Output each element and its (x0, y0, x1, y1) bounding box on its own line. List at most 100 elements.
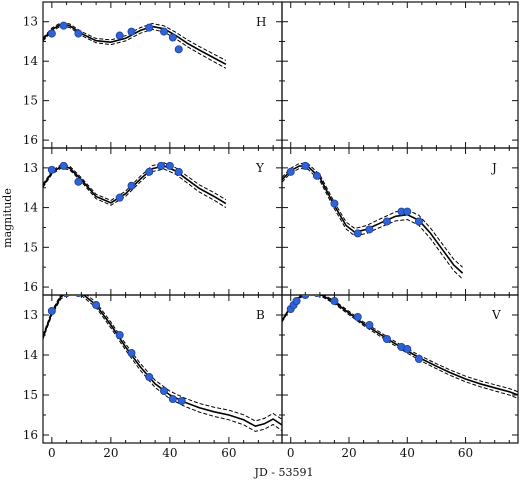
y-tick-label: 15 (23, 240, 38, 254)
data-point (313, 295, 321, 297)
model-band-lower (43, 295, 282, 432)
panel-H: 13 14 15 16 H (23, 1, 283, 149)
plot-area (282, 295, 518, 399)
plot-area (43, 21, 227, 69)
data-point (47, 165, 56, 174)
y-tick-label: 16 (23, 428, 38, 442)
data-point (353, 229, 362, 238)
model-band-lower (282, 295, 518, 399)
panel-label: J (490, 161, 497, 175)
x-axis-label: JD - 53591 (254, 466, 314, 479)
data-point (145, 23, 154, 32)
panel-label: V (491, 308, 501, 322)
data-point (74, 177, 83, 186)
data-point (292, 296, 301, 305)
data-point (174, 167, 183, 176)
y-tick-label: 16 (23, 133, 38, 147)
data-point (115, 330, 124, 339)
x-tick-label: 20 (103, 446, 118, 460)
y-tick-label: 13 (23, 308, 38, 322)
panel-frame (281, 1, 519, 149)
model-curve (282, 295, 518, 396)
panel-label: H (256, 15, 266, 29)
data-point (159, 386, 168, 395)
model-band-lower (282, 167, 463, 280)
panel-label: B (256, 308, 265, 322)
data-point (127, 348, 136, 357)
y-tick-label: 14 (23, 348, 39, 362)
data-point (330, 199, 339, 208)
panel-frame (42, 147, 283, 296)
data-point (382, 334, 391, 343)
x-tick-label: 20 (341, 446, 356, 460)
data-point (159, 27, 168, 36)
model-band-upper (282, 295, 518, 393)
model-curve (282, 165, 464, 274)
data-point (301, 295, 310, 299)
model-band-upper (282, 162, 463, 268)
data-point (312, 171, 321, 180)
data-point (47, 306, 56, 315)
panel-J: J (281, 147, 519, 296)
y-tick-label: 13 (23, 161, 38, 175)
data-point (92, 300, 101, 309)
panel-label: Y (255, 161, 265, 175)
y-tick-label: 15 (23, 94, 38, 108)
data-point (74, 295, 82, 297)
panel-frame (42, 1, 283, 149)
x-tick-label: 60 (221, 446, 236, 460)
y-tick-label: 15 (23, 388, 38, 402)
x-tick-label: 0 (287, 446, 295, 460)
data-point (127, 27, 136, 36)
panel-frame (281, 147, 519, 296)
data-point (59, 161, 68, 170)
data-point (165, 161, 174, 170)
data-point (365, 320, 374, 329)
y-tick-label: 14 (23, 201, 39, 215)
panel-Y: 13 14 15 16 Y (23, 147, 283, 296)
panel-V: 0 20 40 60 V (281, 294, 519, 460)
x-tick-label: 40 (400, 446, 415, 460)
plot-area (282, 161, 464, 280)
data-point (127, 181, 136, 190)
y-axis-label: magnitude (1, 188, 14, 248)
x-tick-label: 0 (48, 446, 56, 460)
panels-layer: 13 14 15 16 H 13 14 15 16 Y J 13 14 15 16 0 20 40 60 B 0 20 40… (23, 1, 519, 460)
x-tick-label: 40 (162, 446, 177, 460)
data-point (330, 296, 339, 305)
data-point (403, 207, 412, 216)
data-point (59, 21, 68, 30)
data-point (353, 312, 362, 321)
y-tick-label: 16 (23, 280, 38, 294)
x-tick-label: 60 (458, 446, 473, 460)
data-point (414, 354, 423, 363)
data-point (115, 193, 124, 202)
data-point (63, 295, 71, 297)
data-point (168, 33, 177, 42)
model-band-upper (43, 295, 282, 422)
y-tick-label: 14 (23, 54, 39, 68)
data-point (414, 217, 423, 226)
data-point (157, 161, 166, 170)
data-point (145, 167, 154, 176)
data-point (301, 161, 310, 170)
model-curve (43, 295, 282, 428)
y-tick-label: 13 (23, 15, 38, 29)
data-point (168, 394, 177, 403)
data-point (403, 344, 412, 353)
plot-area (43, 295, 282, 432)
panel-B: 13 14 15 16 0 20 40 60 B (23, 294, 283, 460)
data-point (47, 29, 56, 38)
model-band-upper (43, 22, 227, 61)
panel-frame (281, 294, 519, 444)
data-point (177, 396, 186, 405)
data-point (382, 217, 391, 226)
data-point (74, 29, 83, 38)
data-point (286, 167, 295, 176)
data-point (115, 31, 124, 40)
data-point (174, 45, 183, 54)
data-point (145, 372, 154, 381)
panel-empty (281, 1, 519, 149)
